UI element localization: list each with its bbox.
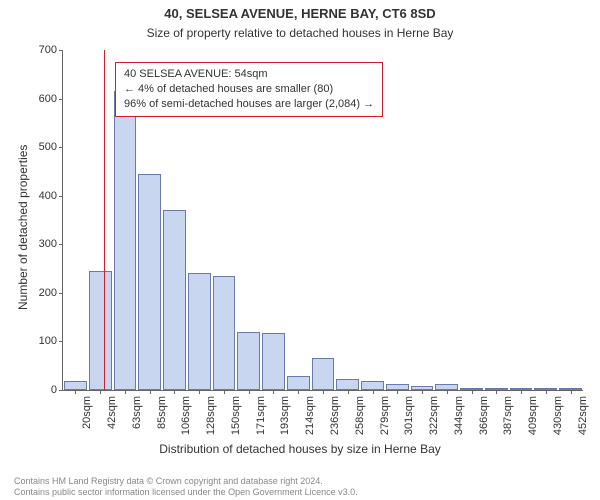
y-tick-mark — [59, 99, 63, 100]
x-tick-mark — [571, 390, 572, 394]
footer-line-2: Contains public sector information licen… — [14, 487, 600, 498]
x-tick-mark — [397, 390, 398, 394]
x-tick-mark — [224, 390, 225, 394]
x-tick-label: 279sqm — [377, 396, 391, 435]
x-tick-mark — [447, 390, 448, 394]
y-tick-mark — [59, 147, 63, 148]
histogram-bar — [138, 174, 161, 390]
histogram-bar — [163, 210, 186, 390]
annotation-line-3: 96% of semi-detached houses are larger (… — [124, 97, 374, 112]
footer-line-1: Contains HM Land Registry data © Crown c… — [14, 476, 600, 487]
histogram-bar — [262, 333, 285, 390]
x-tick-mark — [496, 390, 497, 394]
x-tick-label: 63sqm — [129, 396, 143, 429]
histogram-bar — [312, 358, 335, 390]
x-tick-label: 236sqm — [327, 396, 341, 435]
chart-subtitle: Size of property relative to detached ho… — [0, 26, 600, 40]
x-tick-mark — [199, 390, 200, 394]
x-tick-label: 366sqm — [476, 396, 490, 435]
x-tick-label: 106sqm — [178, 396, 192, 435]
x-tick-label: 85sqm — [154, 396, 168, 429]
histogram-bar — [114, 91, 137, 390]
x-tick-label: 301sqm — [401, 396, 415, 435]
y-tick-mark — [59, 196, 63, 197]
x-axis-label: Distribution of detached houses by size … — [0, 442, 600, 456]
x-tick-label: 430sqm — [550, 396, 564, 435]
x-tick-mark — [323, 390, 324, 394]
x-tick-mark — [150, 390, 151, 394]
y-tick-mark — [59, 293, 63, 294]
histogram-bar — [237, 332, 260, 390]
x-tick-label: 128sqm — [203, 396, 217, 435]
histogram-bar — [336, 379, 359, 390]
x-tick-mark — [125, 390, 126, 394]
x-tick-mark — [75, 390, 76, 394]
x-tick-label: 322sqm — [426, 396, 440, 435]
x-tick-mark — [373, 390, 374, 394]
y-tick-mark — [59, 50, 63, 51]
histogram-bar — [64, 381, 87, 390]
histogram-bar — [213, 276, 236, 390]
annotation-line-2: ← 4% of detached houses are smaller (80) — [124, 82, 374, 97]
reference-line — [104, 50, 105, 390]
y-tick-mark — [59, 244, 63, 245]
x-tick-mark — [546, 390, 547, 394]
x-tick-label: 171sqm — [253, 396, 267, 435]
x-tick-label: 452sqm — [575, 396, 589, 435]
x-tick-mark — [422, 390, 423, 394]
x-tick-label: 344sqm — [451, 396, 465, 435]
x-tick-label: 214sqm — [302, 396, 316, 435]
footer-attribution: Contains HM Land Registry data © Crown c… — [0, 476, 600, 499]
x-tick-label: 20sqm — [79, 396, 93, 429]
x-tick-mark — [249, 390, 250, 394]
x-tick-label: 193sqm — [277, 396, 291, 435]
x-tick-mark — [521, 390, 522, 394]
y-tick-mark — [59, 341, 63, 342]
x-tick-label: 258sqm — [352, 396, 366, 435]
x-tick-label: 409sqm — [525, 396, 539, 435]
y-axis-label: Number of detached properties — [16, 145, 30, 310]
x-tick-mark — [100, 390, 101, 394]
x-tick-label: 42sqm — [104, 396, 118, 429]
x-tick-mark — [348, 390, 349, 394]
annotation-box: 40 SELSEA AVENUE: 54sqm ← 4% of detached… — [115, 62, 383, 117]
x-tick-mark — [174, 390, 175, 394]
x-tick-label: 387sqm — [500, 396, 514, 435]
histogram-bar — [89, 271, 112, 390]
histogram-bar — [361, 381, 384, 390]
histogram-bar — [287, 376, 310, 390]
annotation-line-1: 40 SELSEA AVENUE: 54sqm — [124, 67, 374, 82]
x-tick-mark — [273, 390, 274, 394]
x-tick-mark — [298, 390, 299, 394]
x-tick-mark — [472, 390, 473, 394]
histogram-bar — [188, 273, 211, 390]
x-tick-label: 150sqm — [228, 396, 242, 435]
y-tick-mark — [59, 390, 63, 391]
chart-title: 40, SELSEA AVENUE, HERNE BAY, CT6 8SD — [0, 6, 600, 21]
